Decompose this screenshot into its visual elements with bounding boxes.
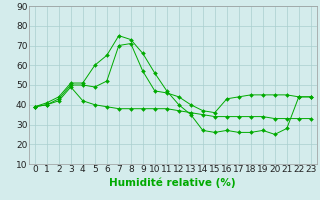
X-axis label: Humidité relative (%): Humidité relative (%) xyxy=(109,177,236,188)
